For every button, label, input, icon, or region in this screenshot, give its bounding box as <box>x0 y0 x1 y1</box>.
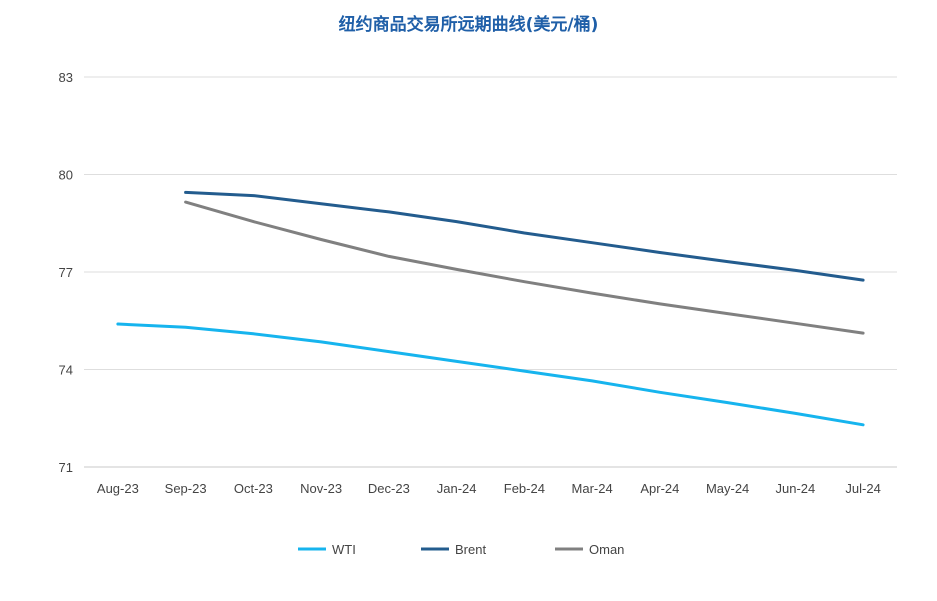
series-layer <box>116 190 865 427</box>
y-tick-label: 74 <box>59 363 73 378</box>
legend: WTI Brent Oman <box>298 542 624 557</box>
x-tick-label: Aug-23 <box>97 481 139 496</box>
y-axis-ticks: 71 74 77 80 83 <box>59 70 73 475</box>
x-tick-label: Sep-23 <box>165 481 207 496</box>
legend-label-wti: WTI <box>332 542 356 557</box>
series-line-brent <box>184 190 865 282</box>
chart-title: 纽约商品交易所远期曲线(美元/桶) <box>338 15 599 35</box>
y-tick-label: 77 <box>59 265 73 280</box>
series-line-wti <box>116 322 865 427</box>
x-tick-label: May-24 <box>706 481 749 496</box>
x-axis-ticks: Aug-23 Sep-23 Oct-23 Nov-23 Dec-23 Jan-24 Feb-… <box>97 481 881 496</box>
x-tick-label: Apr-24 <box>640 481 679 496</box>
x-tick-label: Feb-24 <box>504 481 545 496</box>
y-tick-label: 83 <box>59 70 73 85</box>
x-tick-label: Dec-23 <box>368 481 410 496</box>
x-tick-label: Jun-24 <box>776 481 816 496</box>
y-tick-label: 71 <box>59 460 73 475</box>
legend-label-brent: Brent <box>455 542 486 557</box>
x-tick-label: Oct-23 <box>234 481 273 496</box>
grid-layer <box>84 76 897 468</box>
x-tick-label: Nov-23 <box>300 481 342 496</box>
series-line-oman <box>184 200 865 335</box>
y-tick-label: 80 <box>59 168 73 183</box>
x-tick-label: Mar-24 <box>572 481 613 496</box>
x-tick-label: Jan-24 <box>437 481 477 496</box>
x-tick-label: Jul-24 <box>845 481 880 496</box>
legend-label-oman: Oman <box>589 542 624 557</box>
